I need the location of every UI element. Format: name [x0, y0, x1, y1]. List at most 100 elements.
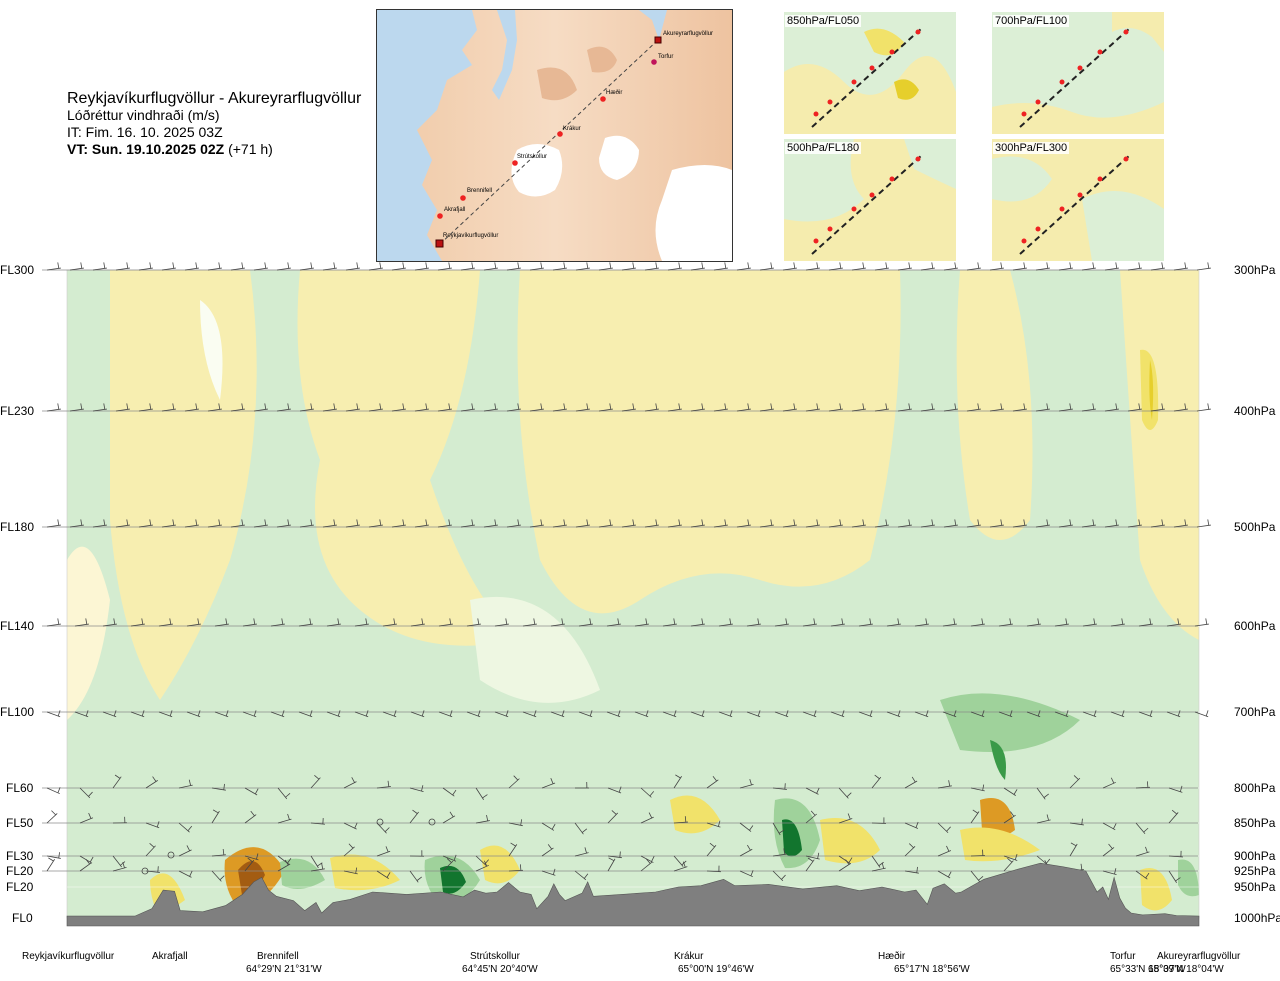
barb-flag [310, 403, 313, 410]
barb-flag [793, 519, 796, 526]
barb-flag [655, 262, 658, 269]
barb-flag [749, 779, 752, 786]
wind-barb [207, 262, 222, 271]
wind-barb [851, 519, 866, 528]
map-point-torfur [651, 59, 657, 65]
field-region-25 [960, 827, 1040, 862]
wind-barb [277, 813, 292, 824]
wind-barb [970, 809, 980, 824]
barb-flag [1069, 262, 1072, 269]
wind-barb [460, 519, 475, 528]
barb-flag [563, 262, 566, 269]
field-region-4 [1120, 270, 1199, 640]
barb-flag [547, 844, 553, 850]
wind-barb [838, 787, 852, 799]
wind-barb [138, 403, 153, 412]
wind-barb [253, 519, 268, 528]
wind-barb [244, 853, 259, 861]
location-name-1: Akrafjall [152, 951, 188, 962]
wind-barb [943, 519, 958, 528]
barb-flag [1161, 403, 1164, 410]
wind-barb [942, 618, 957, 627]
wind-barb [92, 262, 107, 271]
wind-barb [1003, 811, 1016, 824]
barb-flag [793, 262, 796, 269]
wind-barb [494, 618, 509, 627]
barb-flag [103, 519, 106, 526]
map-label-brennifell: Brennifell [467, 188, 492, 194]
barb-flag [195, 519, 198, 526]
level-map-700-graphic [992, 12, 1164, 134]
wind-barb [1150, 403, 1165, 412]
wind-barb [989, 262, 1004, 271]
wind-barb [161, 519, 176, 528]
barb-flag [1010, 811, 1015, 817]
barb-flag [446, 858, 452, 863]
wind-barb [145, 821, 160, 829]
barb-flag [589, 618, 592, 625]
wind-barb [805, 262, 820, 271]
wind-barb [145, 843, 156, 857]
wind-barb [607, 786, 622, 794]
barb-flag [981, 618, 984, 625]
level-map-500-label: 500hPa/FL180 [785, 142, 862, 154]
wind-barb [506, 519, 521, 528]
barb-flag [611, 810, 617, 815]
wind-barb [483, 262, 498, 271]
wind-barb [158, 710, 173, 718]
wind-barb [46, 618, 61, 627]
wind-barb [782, 519, 797, 528]
barb-flag [750, 870, 754, 876]
wind-barb [1054, 618, 1069, 627]
wind-barb [376, 780, 391, 789]
wind-barb [943, 403, 958, 412]
fl-label-1000: FL0 [12, 911, 33, 925]
wind-barb [759, 519, 774, 528]
map-fjord-north [639, 10, 667, 40]
barb-flag [785, 618, 788, 625]
barb-flag [770, 262, 773, 269]
wind-barb [1138, 618, 1153, 627]
wind-barb [1036, 787, 1049, 800]
wind-barb [574, 870, 589, 881]
barb-flag [356, 262, 359, 269]
barb-flag [816, 787, 820, 794]
barb-flag [57, 787, 61, 793]
wind-barb [442, 854, 457, 862]
barb-flag [609, 262, 612, 269]
wind-barb [310, 774, 321, 789]
field-region-15 [280, 858, 325, 889]
barb-flag [533, 618, 536, 625]
barb-flag [684, 816, 687, 823]
wind-barb [874, 403, 889, 412]
barb-flag [701, 262, 704, 269]
wind-barb [1168, 785, 1183, 793]
barb-flag [421, 785, 424, 792]
barb-flag [1114, 868, 1117, 875]
barb-flag [254, 788, 259, 795]
wind-barb [1173, 403, 1188, 412]
wind-barb [475, 787, 488, 800]
level-map-300: 300hPa/FL300 [992, 139, 1164, 261]
wind-barb [662, 618, 677, 627]
barb-flag [977, 403, 980, 410]
wind-barb [442, 787, 457, 797]
wind-barb [736, 519, 751, 528]
wind-barb [805, 519, 820, 528]
wind-barb [1026, 618, 1041, 627]
barb-flag [608, 857, 615, 862]
wind-barb [276, 403, 291, 412]
barb-flag [747, 844, 751, 851]
barb-flag [223, 783, 225, 790]
wind-barb [276, 262, 291, 271]
location-name-7: Akureyrarflugvöllur [1157, 951, 1241, 962]
barb-flag [309, 618, 312, 625]
barb-flag [1092, 262, 1095, 269]
wind-barb [277, 787, 291, 800]
wind-barb [805, 857, 815, 872]
field-region-22 [782, 819, 802, 857]
fl-label-600: FL140 [0, 619, 34, 633]
wind-barb [1127, 519, 1142, 528]
wind-barb [178, 822, 193, 833]
wind-barb [186, 618, 201, 627]
